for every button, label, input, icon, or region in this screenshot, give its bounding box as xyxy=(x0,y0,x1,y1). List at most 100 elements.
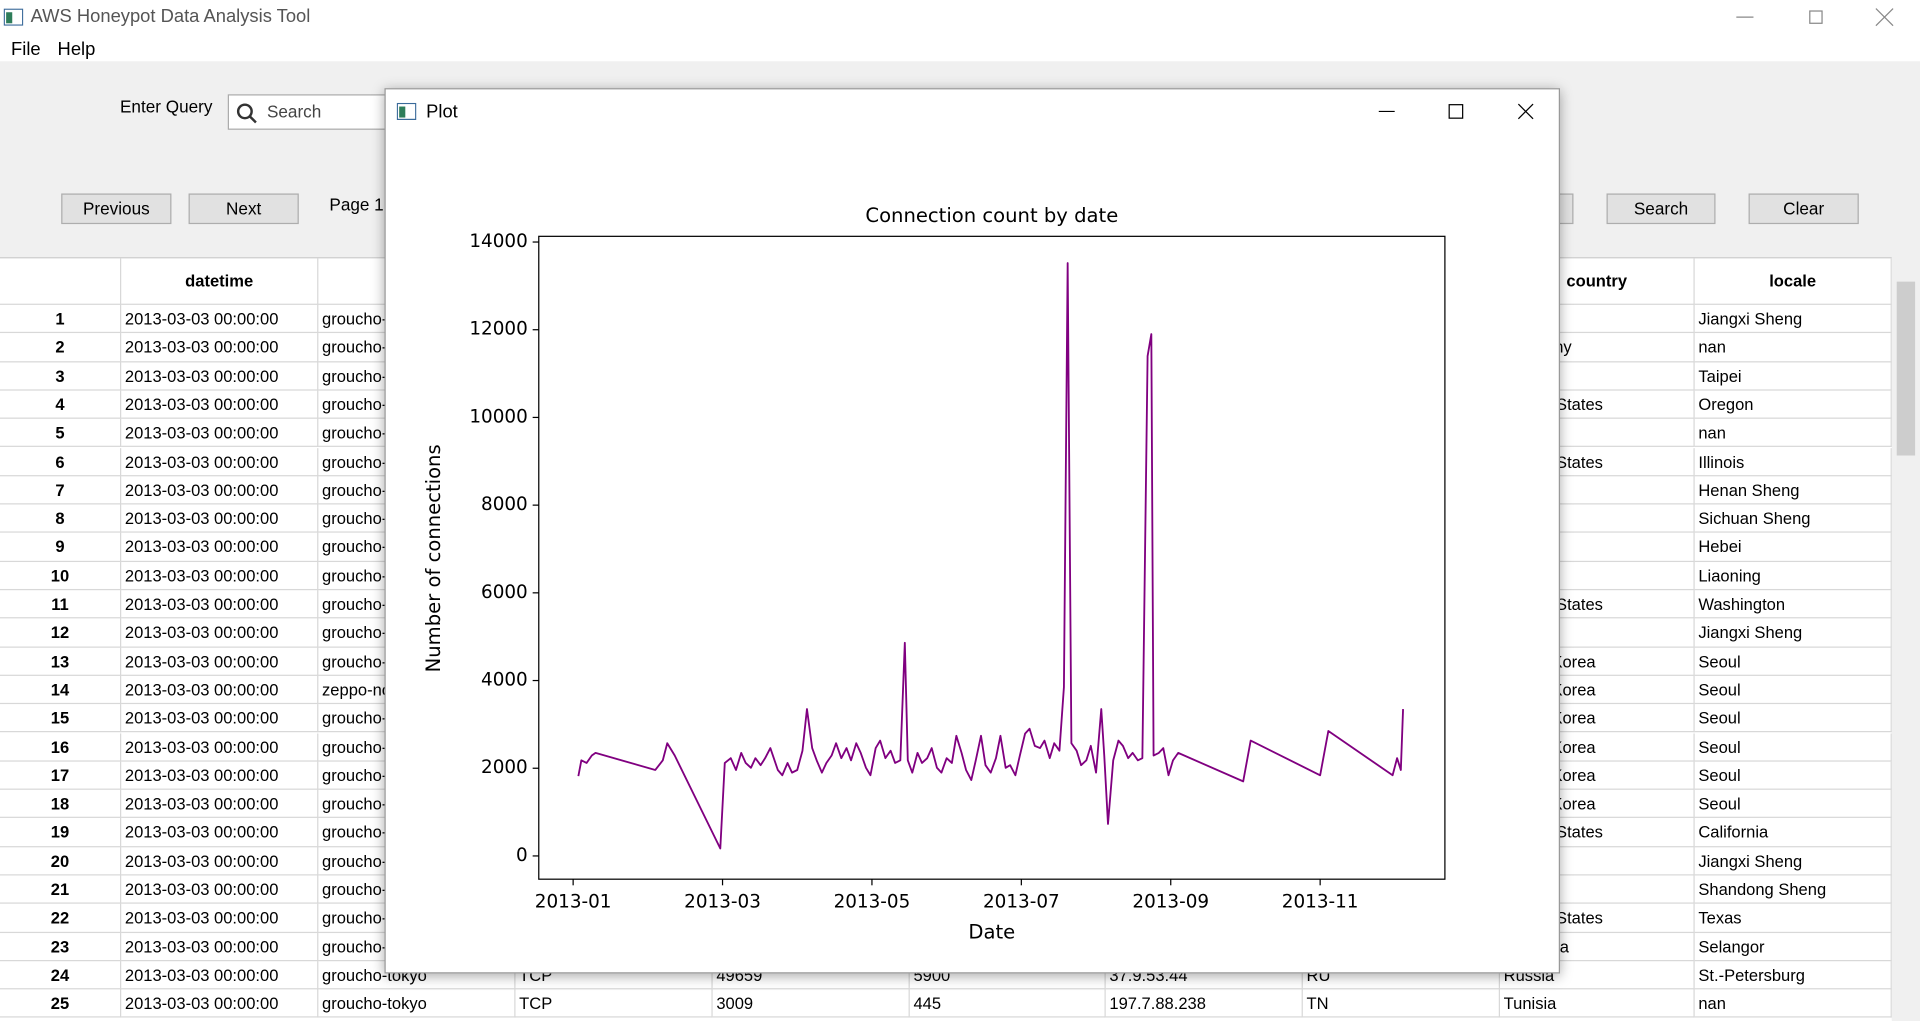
table-cell: TCP xyxy=(515,989,713,1019)
x-tick-label: 2013-05 xyxy=(834,891,911,912)
table-cell: groucho-tokyo xyxy=(318,989,516,1019)
table-cell: 2013-03-03 00:00:00 xyxy=(121,504,319,534)
column-header: datetime xyxy=(121,258,319,305)
table-cell: Seoul xyxy=(1694,761,1892,790)
column-header: locale xyxy=(1694,258,1892,305)
table-cell: 2013-03-03 00:00:00 xyxy=(121,675,319,705)
y-tick-label: 0 xyxy=(516,845,528,866)
plot-title: Plot xyxy=(426,101,458,123)
row-header: 24 xyxy=(0,961,122,990)
y-tick-label: 6000 xyxy=(481,582,528,603)
query-label: Enter Query xyxy=(120,96,213,117)
row-header: 20 xyxy=(0,846,122,876)
table-cell: 2013-03-03 00:00:00 xyxy=(121,390,319,420)
x-tick-label: 2013-09 xyxy=(1132,891,1209,912)
previous-button[interactable]: Previous xyxy=(61,193,172,225)
row-header: 18 xyxy=(0,789,122,819)
row-header: 3 xyxy=(0,361,122,391)
row-header: 8 xyxy=(0,504,122,534)
clear-button[interactable]: Clear xyxy=(1748,193,1859,225)
scrollbar[interactable] xyxy=(1891,257,1920,1021)
x-tick-label: 2013-03 xyxy=(684,891,761,912)
row-header: 16 xyxy=(0,732,122,762)
row-header: 22 xyxy=(0,904,122,933)
table-cell: nan xyxy=(1694,333,1892,362)
x-tick-label: 2013-01 xyxy=(535,891,612,912)
plot-window: Plot Connection count by date Date Numbe… xyxy=(384,88,1561,974)
table-cell: 2013-03-03 00:00:00 xyxy=(121,961,319,990)
search-box[interactable]: Search xyxy=(227,94,412,130)
x-tick-label: 2013-07 xyxy=(983,891,1060,912)
table-cell: Seoul xyxy=(1694,704,1892,733)
table-cell: 2013-03-03 00:00:00 xyxy=(121,732,319,762)
table-cell: Hebei xyxy=(1694,533,1892,562)
row-header: 9 xyxy=(0,533,122,562)
plot-frame xyxy=(538,235,1446,880)
table-cell: 2013-03-03 00:00:00 xyxy=(121,789,319,819)
row-header: 4 xyxy=(0,390,122,420)
table-cell: 2013-03-03 00:00:00 xyxy=(121,846,319,876)
table-cell: Seoul xyxy=(1694,647,1892,676)
app-icon xyxy=(3,8,24,26)
table-cell: Seoul xyxy=(1694,675,1892,705)
row-header: 15 xyxy=(0,704,122,733)
table-cell: California xyxy=(1694,818,1892,847)
table-cell: 2013-03-03 00:00:00 xyxy=(121,761,319,790)
table-cell: 2013-03-03 00:00:00 xyxy=(121,704,319,733)
table-cell: St.-Petersburg xyxy=(1694,961,1892,990)
table-cell: 2013-03-03 00:00:00 xyxy=(121,818,319,847)
table-cell: 2013-03-03 00:00:00 xyxy=(121,361,319,391)
search-button[interactable]: Search xyxy=(1606,193,1716,225)
title-bar: AWS Honeypot Data Analysis Tool File Hel… xyxy=(0,0,1920,62)
search-placeholder: Search xyxy=(266,101,322,122)
table-cell: TN xyxy=(1302,989,1501,1019)
table-cell: 2013-03-03 00:00:00 xyxy=(121,875,319,905)
scroll-thumb[interactable] xyxy=(1896,281,1916,456)
column-header xyxy=(0,258,122,305)
table-cell: Liaoning xyxy=(1694,561,1892,591)
next-button[interactable]: Next xyxy=(188,193,299,225)
menu-file[interactable]: File xyxy=(11,39,41,61)
table-cell: 445 xyxy=(909,989,1106,1019)
table-cell: nan xyxy=(1694,989,1892,1019)
row-header: 17 xyxy=(0,761,122,790)
row-header: 25 xyxy=(0,989,122,1019)
table-cell: 2013-03-03 00:00:00 xyxy=(121,447,319,477)
menu-help[interactable]: Help xyxy=(57,39,96,61)
app-title: AWS Honeypot Data Analysis Tool xyxy=(30,6,311,27)
row-header: 14 xyxy=(0,675,122,705)
row-header: 7 xyxy=(0,476,122,505)
table-cell: 197.7.88.238 xyxy=(1105,989,1303,1019)
row-header: 23 xyxy=(0,932,122,962)
column-header: country xyxy=(1500,258,1695,305)
table-cell: Seoul xyxy=(1694,732,1892,762)
data-line xyxy=(577,262,1404,850)
table-cell: Tunisia xyxy=(1500,989,1695,1019)
chart-title: Connection count by date xyxy=(865,204,1118,227)
table-cell: nan xyxy=(1694,419,1892,448)
y-tick-label: 8000 xyxy=(481,494,528,515)
table-cell: 2013-03-03 00:00:00 xyxy=(121,989,319,1019)
table-cell: 2013-03-03 00:00:00 xyxy=(121,904,319,933)
y-tick-label: 2000 xyxy=(481,757,528,778)
x-tick-label: 2013-11 xyxy=(1282,891,1359,912)
row-header: 12 xyxy=(0,618,122,648)
row-header: 11 xyxy=(0,590,122,619)
row-header: 13 xyxy=(0,647,122,676)
window-controls[interactable] xyxy=(1727,0,1920,37)
y-tick-label: 12000 xyxy=(469,319,527,340)
table-cell: 2013-03-03 00:00:00 xyxy=(121,419,319,448)
table-cell: Selangor xyxy=(1694,932,1892,962)
table-cell: Texas xyxy=(1694,904,1892,933)
plot-controls[interactable] xyxy=(1365,99,1549,126)
table-cell: 2013-03-03 00:00:00 xyxy=(121,333,319,362)
y-tick-label: 10000 xyxy=(469,406,527,427)
table-cell: 2013-03-03 00:00:00 xyxy=(121,561,319,591)
table-cell: Jiangxi Sheng xyxy=(1694,304,1892,334)
row-header: 19 xyxy=(0,818,122,847)
table-cell: Sichuan Sheng xyxy=(1694,504,1892,534)
row-header: 6 xyxy=(0,447,122,477)
table-cell: 2013-03-03 00:00:00 xyxy=(121,304,319,334)
y-axis-label: Number of connections xyxy=(422,444,445,672)
